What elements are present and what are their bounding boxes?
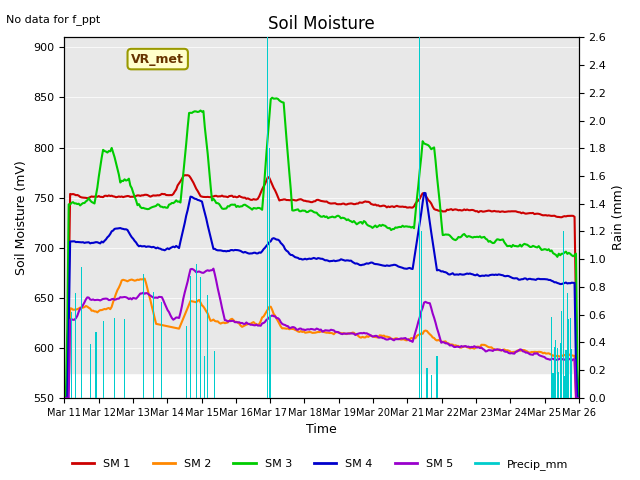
Bar <box>570 318 571 398</box>
Bar <box>207 295 208 398</box>
Bar <box>95 332 97 398</box>
Bar <box>436 356 438 398</box>
Bar <box>431 375 432 398</box>
Bar <box>65 122 579 172</box>
Y-axis label: Rain (mm): Rain (mm) <box>612 185 625 251</box>
Bar <box>204 356 205 398</box>
Bar <box>124 319 125 398</box>
Text: VR_met: VR_met <box>131 53 184 66</box>
Bar <box>557 348 558 398</box>
Bar <box>426 368 428 398</box>
Title: Soil Moisture: Soil Moisture <box>268 15 375 33</box>
Bar <box>186 326 187 398</box>
Bar <box>420 231 422 398</box>
X-axis label: Time: Time <box>307 423 337 436</box>
Bar <box>90 345 91 398</box>
Bar <box>565 349 566 398</box>
Bar <box>65 22 579 72</box>
Bar <box>561 311 562 398</box>
Bar <box>65 323 579 373</box>
Bar <box>196 264 197 398</box>
Bar <box>200 276 201 398</box>
Bar <box>554 347 555 398</box>
Bar <box>214 351 216 398</box>
Bar <box>552 373 554 398</box>
Bar <box>114 318 115 398</box>
Legend: SM 1, SM 2, SM 3, SM 4, SM 5, Precip_mm: SM 1, SM 2, SM 3, SM 4, SM 5, Precip_mm <box>68 455 572 474</box>
Bar <box>153 292 154 398</box>
Bar <box>564 376 565 398</box>
Bar <box>65 72 579 122</box>
Bar <box>551 317 552 398</box>
Bar <box>190 276 191 398</box>
Bar <box>81 267 82 398</box>
Bar <box>65 273 579 323</box>
Bar <box>568 319 570 398</box>
Bar <box>102 321 104 398</box>
Bar <box>65 172 579 223</box>
Bar <box>571 349 572 398</box>
Bar <box>559 343 561 398</box>
Bar <box>143 275 144 398</box>
Y-axis label: Soil Moisture (mV): Soil Moisture (mV) <box>15 160 28 275</box>
Bar <box>419 37 420 398</box>
Bar <box>269 148 270 398</box>
Bar <box>71 312 72 398</box>
Bar <box>270 315 271 398</box>
Bar <box>161 301 163 398</box>
Bar <box>65 223 579 273</box>
Bar <box>563 231 564 398</box>
Text: No data for f_ppt: No data for f_ppt <box>6 14 100 25</box>
Bar <box>558 372 559 398</box>
Bar <box>567 293 568 398</box>
Bar <box>556 340 557 398</box>
